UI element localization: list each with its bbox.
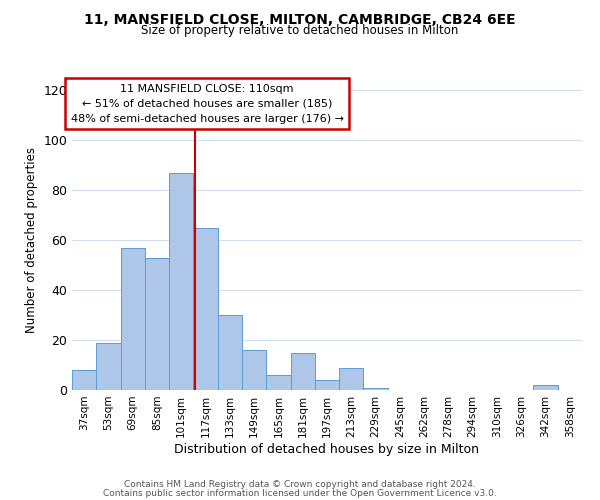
Bar: [290, 352, 315, 390]
Bar: [266, 375, 290, 390]
Bar: [533, 385, 558, 390]
Bar: [339, 368, 364, 390]
Bar: [364, 388, 388, 390]
Bar: [193, 228, 218, 390]
Bar: [242, 350, 266, 390]
Text: Contains public sector information licensed under the Open Government Licence v3: Contains public sector information licen…: [103, 489, 497, 498]
Bar: [315, 380, 339, 390]
Bar: [169, 172, 193, 390]
Bar: [96, 342, 121, 390]
Text: 11 MANSFIELD CLOSE: 110sqm
← 51% of detached houses are smaller (185)
48% of sem: 11 MANSFIELD CLOSE: 110sqm ← 51% of deta…: [71, 84, 344, 124]
Y-axis label: Number of detached properties: Number of detached properties: [25, 147, 38, 333]
Bar: [145, 258, 169, 390]
Bar: [218, 315, 242, 390]
Text: Size of property relative to detached houses in Milton: Size of property relative to detached ho…: [142, 24, 458, 37]
Text: 11, MANSFIELD CLOSE, MILTON, CAMBRIDGE, CB24 6EE: 11, MANSFIELD CLOSE, MILTON, CAMBRIDGE, …: [84, 12, 516, 26]
X-axis label: Distribution of detached houses by size in Milton: Distribution of detached houses by size …: [175, 442, 479, 456]
Bar: [72, 370, 96, 390]
Text: Contains HM Land Registry data © Crown copyright and database right 2024.: Contains HM Land Registry data © Crown c…: [124, 480, 476, 489]
Bar: [121, 248, 145, 390]
